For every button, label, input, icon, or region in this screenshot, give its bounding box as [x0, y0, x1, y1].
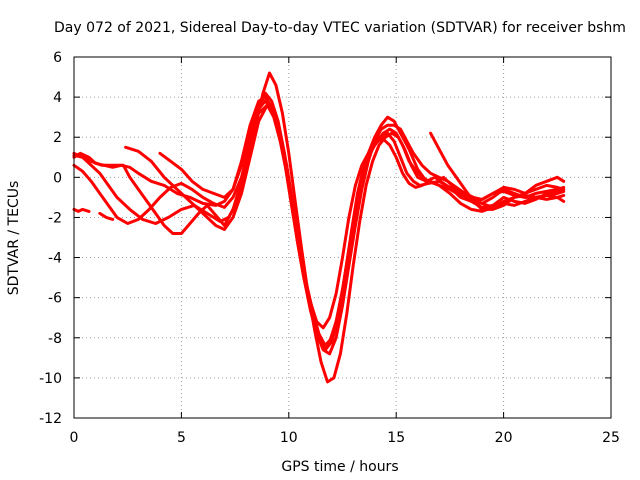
- y-tick-label: 0: [53, 170, 62, 186]
- y-tick-label: -12: [39, 411, 62, 427]
- x-axis-label: GPS time / hours: [281, 459, 398, 475]
- y-tick-label: -8: [48, 331, 62, 347]
- x-tick-label: 5: [177, 430, 186, 446]
- x-tick-label: 10: [280, 430, 298, 446]
- y-tick-label: -10: [39, 371, 62, 387]
- x-tick-label: 0: [70, 430, 79, 446]
- y-tick-label: -6: [48, 291, 62, 307]
- y-tick-label: 4: [53, 90, 62, 106]
- chart-title: Day 072 of 2021, Sidereal Day-to-day VTE…: [54, 20, 626, 36]
- x-tick-label: 25: [602, 430, 620, 446]
- series-line-track-9: [98, 211, 115, 221]
- y-tick-label: -2: [48, 210, 62, 226]
- series-line-track-2: [72, 103, 566, 352]
- x-tick-label: 15: [387, 430, 405, 446]
- grid: [74, 57, 611, 418]
- y-tick-label: -4: [48, 251, 62, 267]
- y-tick-label: 6: [53, 50, 62, 66]
- series-line-track-5: [124, 103, 566, 348]
- y-tick-label: 2: [53, 130, 62, 146]
- plot-frame: [73, 56, 612, 419]
- y-axis-label: SDTVAR / TECUs: [6, 181, 22, 296]
- axis-ticks: 0 5 10 15 20 25 -12 -10 -8 -6 -4 -2 0 2 4 6: [39, 50, 620, 446]
- series-line-track-8: [72, 207, 91, 213]
- x-tick-label: 20: [495, 430, 513, 446]
- series-line-track-6: [158, 99, 566, 356]
- series-line-track-7: [429, 131, 566, 211]
- series-layer: [72, 71, 566, 384]
